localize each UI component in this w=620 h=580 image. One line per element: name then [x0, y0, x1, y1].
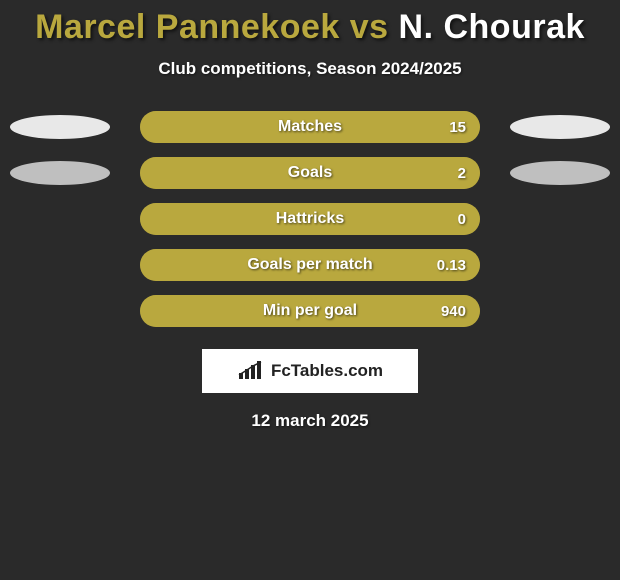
- stat-label: Min per goal: [263, 302, 357, 320]
- stat-value: 0: [458, 211, 466, 228]
- page-title: Marcel Pannekoek vs N. Chourak: [0, 8, 620, 47]
- stat-row: Matches 15: [0, 111, 620, 143]
- stat-bar: Goals per match 0.13: [140, 249, 480, 281]
- stat-value: 15: [449, 119, 466, 136]
- stat-value: 2: [458, 165, 466, 182]
- brand-box: FcTables.com: [202, 349, 418, 393]
- stat-label: Matches: [278, 118, 342, 136]
- stat-row: Min per goal 940: [0, 295, 620, 327]
- stat-bar: Hattricks 0: [140, 203, 480, 235]
- date-text: 12 march 2025: [0, 411, 620, 431]
- player1-name: Marcel Pannekoek: [35, 8, 340, 46]
- subtitle: Club competitions, Season 2024/2025: [0, 59, 620, 79]
- vs-text: vs: [350, 8, 389, 46]
- stat-bar: Matches 15: [140, 111, 480, 143]
- chart-icon: [237, 361, 265, 381]
- stat-label: Goals: [288, 164, 332, 182]
- brand-text: FcTables.com: [271, 361, 383, 381]
- stat-label: Hattricks: [276, 210, 344, 228]
- stat-value: 940: [441, 303, 466, 320]
- stat-row: Hattricks 0: [0, 203, 620, 235]
- stat-bar: Min per goal 940: [140, 295, 480, 327]
- stat-row: Goals per match 0.13: [0, 249, 620, 281]
- stat-bar: Goals 2: [140, 157, 480, 189]
- stat-label: Goals per match: [247, 256, 372, 274]
- infographic-container: Marcel Pannekoek vs N. Chourak Club comp…: [0, 0, 620, 431]
- right-oval: [510, 161, 610, 185]
- stats-area: Matches 15 Goals 2 Hattricks 0 Goals per match…: [0, 111, 620, 327]
- right-oval: [510, 115, 610, 139]
- left-oval: [10, 161, 110, 185]
- left-oval: [10, 115, 110, 139]
- player2-name: N. Chourak: [399, 8, 585, 46]
- stat-row: Goals 2: [0, 157, 620, 189]
- stat-value: 0.13: [437, 257, 466, 274]
